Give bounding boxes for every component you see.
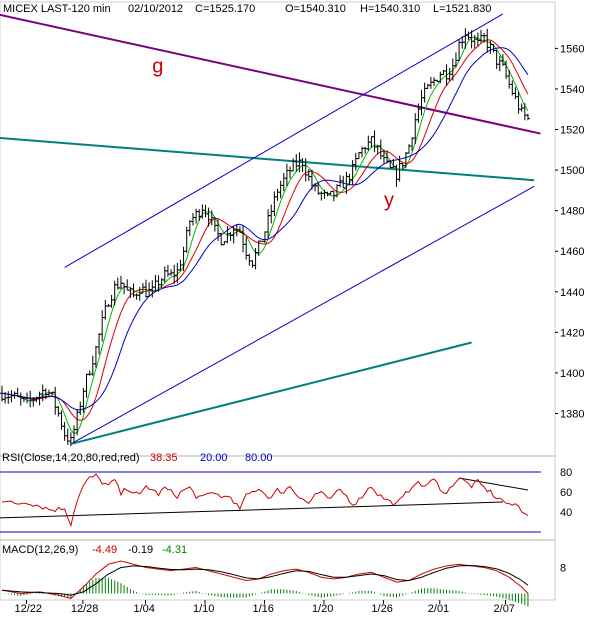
rsi-trendline	[458, 477, 529, 491]
rsi-line	[1, 473, 529, 528]
rsi-tick: 60	[560, 487, 572, 499]
symbol-label: MICEX LAST-120 min	[3, 3, 111, 15]
high-label: H=1540.310	[360, 3, 420, 15]
annotations: g y	[152, 56, 394, 212]
x-tick: 1/04	[133, 603, 154, 615]
open-label: O=1540.310	[285, 3, 346, 15]
price-bars	[0, 28, 530, 447]
price-grid	[555, 47, 558, 414]
x-tick: 12/22	[15, 603, 43, 615]
price-axis: 1560 1540 1520 1500 1480 1460 1440 1420 …	[560, 43, 584, 420]
price-tick: 1460	[560, 246, 584, 258]
price-tick: 1480	[560, 206, 584, 218]
trendline	[0, 136, 535, 182]
price-tick: 1500	[560, 165, 584, 177]
price-trendlines	[0, 13, 541, 445]
rsi-value: 38.35	[150, 452, 178, 464]
moving-average-line	[1, 47, 529, 411]
date-label: 02/10/2012	[128, 3, 183, 15]
x-tick: 1/10	[193, 603, 214, 615]
x-tick: 1/20	[312, 603, 333, 615]
rsi-axis: 80 60 40	[560, 467, 572, 519]
macd-histogram-value: -4.31	[162, 544, 187, 556]
macd-value: -4.49	[92, 544, 117, 556]
x-axis: 12/22 12/28 1/04 1/10 1/16 1/20 1/26 2/0…	[15, 600, 515, 615]
price-tick: 1560	[560, 43, 584, 55]
trendline	[70, 341, 472, 445]
x-tick: 1/16	[252, 603, 273, 615]
rsi-series-line	[1, 473, 529, 528]
x-tick: 2/01	[428, 603, 449, 615]
price-tick: 1540	[560, 84, 584, 96]
macd-tick: 8	[560, 563, 566, 575]
chart-header: MICEX LAST-120 min 02/10/2012 C=1525.170…	[3, 3, 491, 15]
macd-label: MACD(12,26,9)	[2, 544, 78, 556]
trendline	[0, 13, 541, 135]
macd-signal-value: -0.19	[128, 544, 153, 556]
x-tick: 1/26	[371, 603, 392, 615]
rsi-low-level: 20.00	[200, 452, 228, 464]
trendline	[70, 185, 535, 445]
macd-signal-line	[1, 564, 529, 596]
macd-lines	[1, 560, 529, 599]
rsi-tick: 40	[560, 507, 572, 519]
rsi-panel: RSI(Close,14,20,80,red,red) 38.35 20.00 …	[0, 452, 572, 541]
x-tick: 12/28	[71, 603, 99, 615]
low-label: L=1521.830	[433, 3, 491, 15]
annotation-g: g	[152, 56, 163, 78]
trendline	[64, 13, 504, 268]
macd-line	[1, 560, 529, 599]
rsi-level-lines	[0, 471, 541, 533]
price-tick: 1380	[560, 408, 584, 420]
moving-average-line	[1, 39, 529, 421]
price-tick: 1400	[560, 368, 584, 380]
macd-axis: 8	[560, 563, 566, 575]
price-tick: 1420	[560, 327, 584, 339]
price-tick: 1520	[560, 125, 584, 137]
annotation-y: y	[384, 190, 394, 212]
rsi-trendlines	[0, 477, 529, 519]
macd-panel: MACD(12,26,9) -4.49 -0.19 -4.31 8	[0, 539, 566, 607]
close-label: C=1525.170	[195, 3, 255, 15]
price-tick: 1440	[560, 287, 584, 299]
price-panel: g y 1560 1540 1520 1500 1480 1460 1440 1…	[0, 1, 584, 457]
x-tick: 2/07	[494, 603, 515, 615]
rsi-tick: 80	[560, 467, 572, 479]
rsi-trendline	[0, 501, 503, 519]
rsi-high-level: 80.00	[245, 452, 273, 464]
rsi-label: RSI(Close,14,20,80,red,red)	[2, 452, 140, 464]
